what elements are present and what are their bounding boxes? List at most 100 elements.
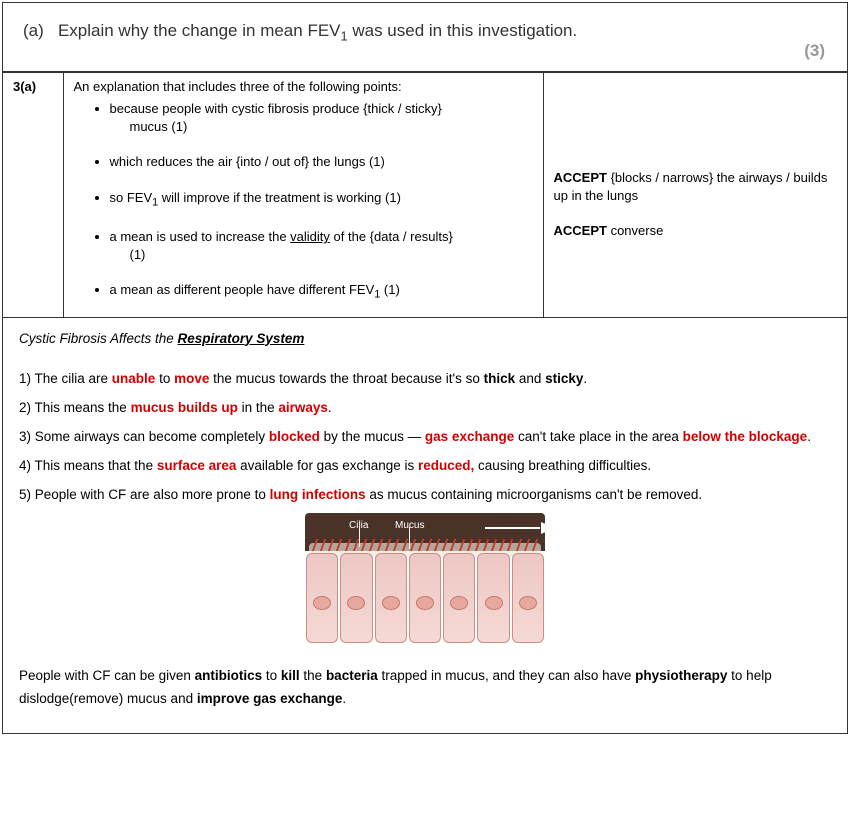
cilium-icon [320, 539, 326, 551]
notes-line: 1) The cilia are unable to move the mucu… [19, 368, 831, 391]
markscheme-table: 3(a) An explanation that includes three … [3, 72, 847, 317]
cilium-icon [442, 539, 448, 551]
notes-title: Cystic Fibrosis Affects the Respiratory … [19, 328, 831, 351]
cilium-icon [401, 539, 407, 551]
epithelial-cell-icon [443, 553, 475, 643]
text-fragment: 2) This means the [19, 400, 131, 415]
text-fragment: kill [281, 668, 300, 683]
cilium-icon [426, 539, 432, 551]
text-fragment: available for gas exchange is [236, 458, 418, 473]
text-fragment: 5) People with CF are also more prone to [19, 487, 270, 502]
notes-line: 4) This means that the surface area avai… [19, 455, 831, 478]
text-fragment: trapped in mucus, and they can also have [378, 668, 635, 683]
text-fragment: improve gas exchange [197, 691, 343, 706]
cilia-diagram: Cilia Mucus [305, 513, 545, 643]
text-fragment: . [583, 371, 587, 386]
text-fragment: causing breathing difficulties. [474, 458, 651, 473]
ms-point: because people with cystic fibrosis prod… [110, 100, 533, 135]
cilium-icon [434, 539, 440, 551]
text-fragment: move [174, 371, 209, 386]
text-fragment: thick [484, 371, 516, 386]
epithelial-cell-icon [340, 553, 372, 643]
notes-line: 2) This means the mucus builds up in the… [19, 397, 831, 420]
notes-lines: 1) The cilia are unable to move the mucu… [19, 368, 831, 507]
cilium-icon [385, 539, 391, 551]
document-container: (a) Explain why the change in mean FEV1 … [2, 2, 848, 734]
text-fragment: reduced, [418, 458, 474, 473]
cilium-icon [450, 539, 456, 551]
ms-qnum-cell: 3(a) [3, 73, 63, 317]
text-fragment: sticky [545, 371, 583, 386]
cilium-icon [467, 539, 473, 551]
epithelial-cell-icon [306, 553, 338, 643]
cilium-icon [393, 539, 399, 551]
diagram-cells [305, 551, 545, 643]
notes-footer: People with CF can be given antibiotics … [19, 665, 831, 711]
flow-arrow-icon [485, 521, 555, 535]
text-fragment: airways [278, 400, 328, 415]
question-box: (a) Explain why the change in mean FEV1 … [3, 3, 847, 72]
text-fragment: to [262, 668, 281, 683]
ms-notes-cell: ACCEPT {blocks / narrows} the airways / … [543, 73, 847, 317]
table-row: 3(a) An explanation that includes three … [3, 73, 847, 317]
diagram-wrap: Cilia Mucus [19, 513, 831, 651]
notes-line: 3) Some airways can become completely bl… [19, 426, 831, 449]
text-fragment: by the mucus — [320, 429, 425, 444]
cilium-icon [491, 539, 497, 551]
text-fragment: . [328, 400, 332, 415]
epithelial-cell-icon [375, 553, 407, 643]
cilium-icon [336, 539, 342, 551]
text-fragment: surface area [157, 458, 237, 473]
epithelial-cell-icon [477, 553, 509, 643]
cilium-icon [377, 539, 383, 551]
ms-answer-cell: An explanation that includes three of th… [63, 73, 543, 317]
cilium-icon [344, 539, 350, 551]
ms-intro: An explanation that includes three of th… [74, 79, 533, 94]
cilium-icon [524, 539, 530, 551]
text-fragment: as mucus containing microorganisms can't… [366, 487, 702, 502]
text-fragment: to [155, 371, 174, 386]
cilium-icon [361, 539, 367, 551]
text-fragment: People with CF can be given [19, 668, 195, 683]
question-text-after: was used in this investigation. [348, 21, 578, 40]
text-fragment: the mucus towards the throat because it'… [209, 371, 483, 386]
question-sub: 1 [341, 28, 348, 43]
epithelial-cell-icon [409, 553, 441, 643]
text-fragment: 3) Some airways can become completely [19, 429, 269, 444]
ms-points-list: because people with cystic fibrosis prod… [74, 100, 533, 302]
text-fragment: bacteria [326, 668, 378, 683]
cilium-icon [312, 539, 318, 551]
cilium-icon [458, 539, 464, 551]
cilium-icon [410, 539, 416, 551]
ms-point: which reduces the air {into / out of} th… [110, 153, 533, 171]
text-fragment: the [300, 668, 326, 683]
cilium-icon [475, 539, 481, 551]
notes-title-pre: Cystic Fibrosis Affects the [19, 331, 178, 346]
text-fragment: blocked [269, 429, 320, 444]
cilium-icon [515, 539, 521, 551]
cilium-icon [418, 539, 424, 551]
ms-point: a mean is used to increase the validity … [110, 228, 533, 263]
ms-accept-note: ACCEPT {blocks / narrows} the airways / … [554, 169, 838, 204]
cilium-icon [483, 539, 489, 551]
notes-title-underline: Respiratory System [178, 331, 305, 346]
text-fragment: 1) The cilia are [19, 371, 112, 386]
text-fragment: physiotherapy [635, 668, 727, 683]
text-fragment: mucus builds up [131, 400, 238, 415]
question-text-before: Explain why the change in mean FEV [58, 21, 341, 40]
text-fragment: lung infections [270, 487, 366, 502]
question-label: (a) [23, 21, 44, 40]
text-fragment: gas exchange [425, 429, 514, 444]
notes-section: Cystic Fibrosis Affects the Respiratory … [3, 318, 847, 733]
epithelial-cell-icon [512, 553, 544, 643]
text-fragment: can't take place in the area [514, 429, 682, 444]
text-fragment: below the blockage [683, 429, 808, 444]
text-fragment: unable [112, 371, 156, 386]
ms-accept-note: ACCEPT converse [554, 222, 838, 240]
notes-line: 5) People with CF are also more prone to… [19, 484, 831, 507]
question-marks: (3) [804, 41, 825, 61]
text-fragment: antibiotics [195, 668, 263, 683]
cilium-icon [507, 539, 513, 551]
text-fragment: in the [238, 400, 279, 415]
text-fragment: . [342, 691, 346, 706]
